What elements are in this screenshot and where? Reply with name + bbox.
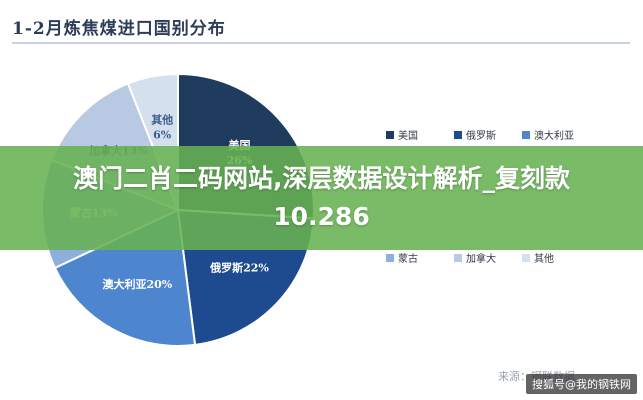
legend-item-1: 美国 <box>386 127 454 142</box>
legend-label: 俄罗斯 <box>466 131 496 142</box>
chart-title: 1-2月炼焦煤进口国别分布 <box>12 19 226 39</box>
watermark-badge: 搜狐号@我的钢铁网 <box>526 374 637 394</box>
slice-label-3: 澳大利亚20% <box>102 277 172 291</box>
banner-text: 澳门二肖二码网站,深层数据设计解析_复刻款10.286 <box>73 164 570 231</box>
promo-banner[interactable]: 澳门二肖二码网站,深层数据设计解析_复刻款10.286 <box>0 146 643 250</box>
legend-swatch <box>522 130 530 139</box>
legend-item-5: 加拿大 <box>454 250 522 265</box>
legend-label: 美国 <box>398 131 418 142</box>
legend-swatch <box>386 253 394 262</box>
legend-swatch <box>522 253 530 262</box>
legend-label: 加拿大 <box>466 254 496 265</box>
legend-item-2: 俄罗斯 <box>454 127 522 142</box>
legend-label: 澳大利亚 <box>534 131 574 142</box>
title-divider <box>12 42 630 44</box>
legend-label: 其他 <box>534 254 554 265</box>
slice-label-2: 俄罗斯22% <box>209 261 269 275</box>
legend-swatch <box>454 130 462 139</box>
slice-label-6: 其他 6% <box>151 113 173 142</box>
legend-item-3: 澳大利亚 <box>522 127 590 142</box>
legend-item-6: 其他 <box>522 250 590 265</box>
legend-label: 蒙古 <box>398 254 418 265</box>
legend-item-4: 蒙古 <box>386 250 454 265</box>
legend-swatch <box>386 130 394 139</box>
legend-swatch <box>454 253 462 262</box>
